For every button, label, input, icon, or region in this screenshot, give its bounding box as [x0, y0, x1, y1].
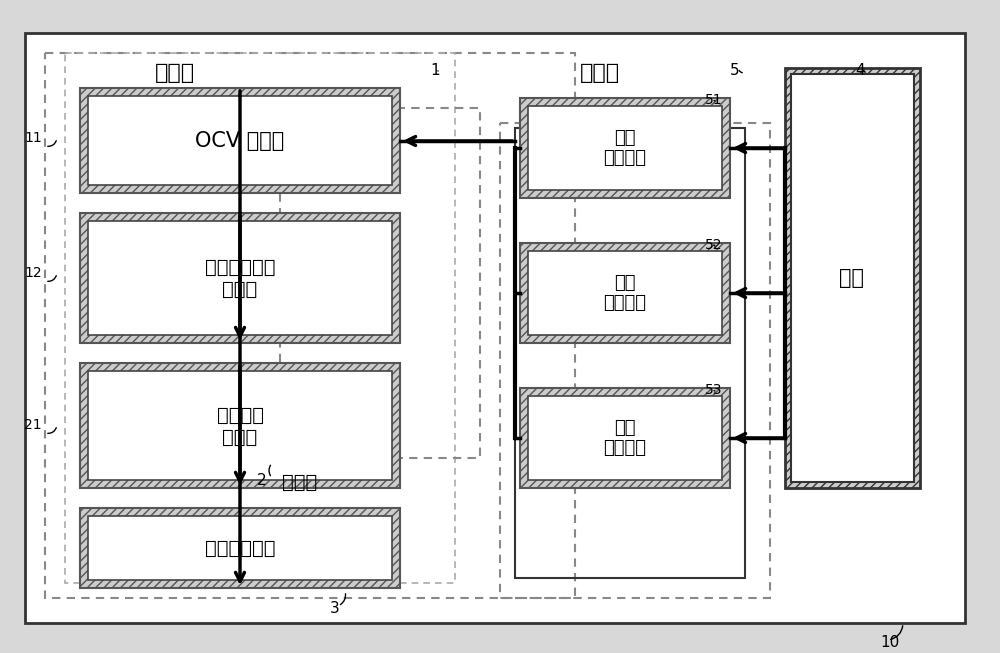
Text: 充放电控制部: 充放电控制部: [205, 539, 275, 558]
Bar: [88, 96, 392, 185]
Text: 1: 1: [430, 63, 440, 78]
Text: 电流
测量电路: 电流 测量电路: [604, 129, 646, 167]
Bar: [785, 68, 920, 488]
Text: 负极过充电量
计算部: 负极过充电量 计算部: [205, 257, 275, 298]
Text: 52: 52: [705, 238, 722, 252]
Text: 51: 51: [705, 93, 723, 107]
Text: OCV 计算部: OCV 计算部: [195, 131, 285, 151]
Text: 电池: 电池: [840, 268, 864, 288]
Bar: [88, 371, 392, 480]
Bar: [791, 74, 914, 482]
Bar: [80, 363, 400, 488]
Text: 温度
测量电路: 温度 测量电路: [604, 419, 646, 457]
Text: 4: 4: [855, 63, 865, 78]
Text: 检测部: 检测部: [580, 63, 620, 83]
Text: 2: 2: [257, 473, 267, 488]
Bar: [515, 128, 745, 578]
Bar: [65, 53, 455, 583]
Bar: [520, 388, 730, 488]
Bar: [280, 108, 480, 458]
Bar: [528, 106, 722, 190]
Bar: [88, 516, 392, 580]
Bar: [80, 88, 400, 193]
Text: 10: 10: [880, 635, 899, 650]
Text: 评价部: 评价部: [282, 473, 317, 492]
Text: 3: 3: [330, 601, 340, 616]
Text: 12: 12: [24, 266, 42, 280]
Bar: [45, 53, 575, 598]
Text: 电压
测量电路: 电压 测量电路: [604, 274, 646, 312]
Bar: [500, 123, 770, 598]
Text: 11: 11: [24, 131, 42, 145]
Bar: [520, 243, 730, 343]
Text: 53: 53: [705, 383, 722, 397]
Text: 判定部: 判定部: [155, 63, 195, 83]
Bar: [528, 251, 722, 335]
Bar: [80, 508, 400, 588]
Bar: [528, 396, 722, 480]
Text: 充电条件
评价部: 充电条件 评价部: [216, 406, 264, 447]
Bar: [80, 213, 400, 343]
Text: 5: 5: [730, 63, 740, 78]
Bar: [88, 221, 392, 335]
Bar: [520, 98, 730, 198]
Text: 21: 21: [24, 418, 42, 432]
